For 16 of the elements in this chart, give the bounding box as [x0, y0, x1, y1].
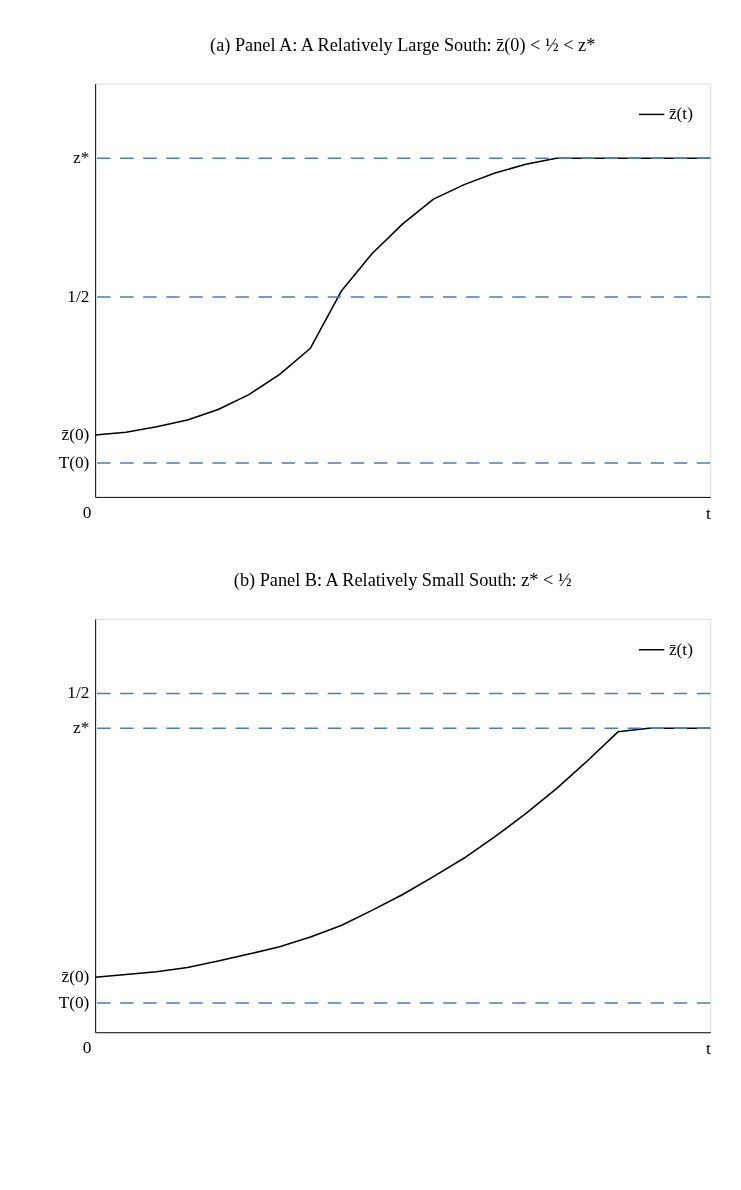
text: 0 [82, 1038, 92, 1058]
text: 0 [82, 503, 92, 523]
legend-label: z̄(t) [668, 639, 693, 659]
chart-title: (a) Panel A: A Relatively Large South: z̄(0) < ½ < z* [210, 34, 596, 56]
ref-line-label: z* [73, 717, 90, 737]
legend-label: z̄(t) [668, 104, 693, 124]
ref-line-label: 1/2 [67, 286, 90, 306]
x-axis-title: t [705, 503, 711, 523]
x-axis-title: t [705, 1038, 711, 1058]
text: z̄(0) [61, 967, 90, 987]
chart-title: (b) Panel B: A Relatively Small South: z* < ½ [233, 570, 572, 592]
ref-line-label: T(0) [58, 992, 90, 1012]
ref-line-label: z* [73, 147, 90, 167]
ref-line-label: T(0) [58, 452, 90, 472]
text: z̄(0) [61, 424, 90, 444]
ref-line-label: 1/2 [67, 683, 90, 703]
